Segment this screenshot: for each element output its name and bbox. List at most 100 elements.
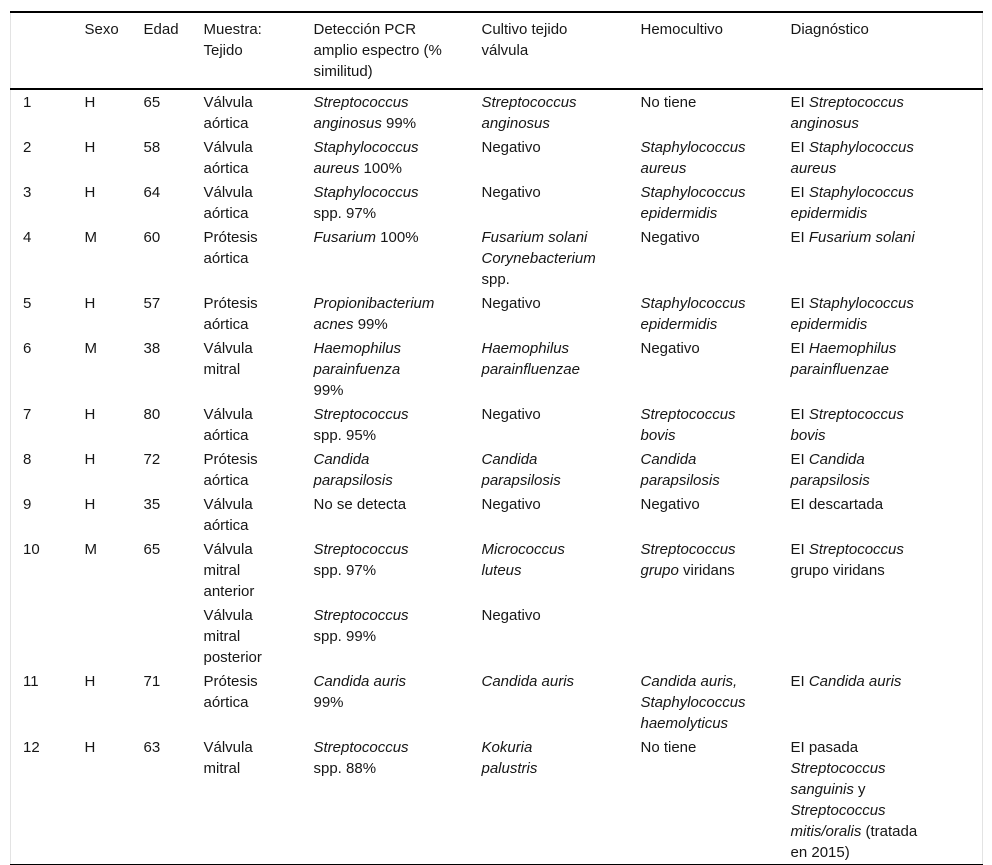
cell-line: Prótesis bbox=[204, 671, 294, 692]
species-name-text: Kokuria bbox=[481, 739, 533, 756]
species-name-text: Streptococcus bbox=[313, 739, 409, 756]
cell-line: Válvula bbox=[204, 737, 294, 758]
cell-hemocultivo: Candida auris, Staphylococcus haemolyticus bbox=[629, 669, 779, 735]
species-name-text: Staphylococcus bbox=[640, 295, 746, 312]
cell-diagnostico: EI Candida auris bbox=[779, 669, 983, 735]
cell-line: mitral bbox=[204, 758, 294, 779]
cell-line: aórtica bbox=[204, 314, 294, 335]
cell-line: Fusarium solani bbox=[482, 227, 621, 248]
text-run: 63 bbox=[143, 739, 161, 756]
text-run: 65 bbox=[143, 541, 161, 558]
text-run: 64 bbox=[143, 184, 161, 201]
cell-edad: 38 bbox=[132, 336, 192, 402]
text-run: 72 bbox=[143, 451, 161, 468]
cell-line: 99% bbox=[314, 380, 462, 401]
text-run: Prótesis bbox=[203, 229, 258, 246]
column-header-edad: Edad bbox=[131, 12, 192, 90]
cell-sexo: H bbox=[73, 447, 132, 492]
cell-line: H bbox=[85, 449, 124, 470]
column-header-sexo: Sexo bbox=[72, 12, 132, 90]
cell-hemocultivo: Staphylococcus epidermidis bbox=[629, 180, 779, 225]
cell-muestra: Válvula aórtica bbox=[192, 402, 302, 447]
text-run: H bbox=[84, 184, 96, 201]
cell-cultivo: Streptococcus anginosus bbox=[470, 89, 629, 135]
cell-line: M bbox=[85, 539, 124, 560]
cell-line: posterior bbox=[204, 647, 294, 668]
cell-line: sanguinis y bbox=[791, 779, 975, 800]
cell-cultivo: Negativo bbox=[470, 492, 629, 537]
species-name-text: Candida bbox=[808, 451, 865, 468]
cell-case-number: 11 bbox=[11, 669, 73, 735]
cell-line: aureus bbox=[791, 158, 975, 179]
cell-line: Válvula bbox=[204, 92, 294, 113]
species-name-text: haemolyticus bbox=[640, 715, 729, 732]
cell-sexo: H bbox=[73, 180, 132, 225]
table-row: 1 H 65 Válvula aórtica Streptococcus anginosus… bbox=[11, 89, 983, 135]
text-run: H bbox=[84, 406, 96, 423]
text-run: H bbox=[84, 139, 96, 156]
text-run: aórtica bbox=[203, 427, 249, 444]
cell-line: 1 bbox=[23, 92, 65, 113]
cell-line: Streptococcus bbox=[791, 758, 975, 779]
species-name-text: parainfluenzae bbox=[481, 361, 580, 378]
cell-line: 8 bbox=[23, 449, 65, 470]
cell-hemocultivo: No tiene bbox=[629, 735, 779, 865]
text-run: EI bbox=[790, 673, 809, 690]
text-run: Negativo bbox=[481, 295, 541, 312]
cell-line: en 2015) bbox=[791, 842, 975, 863]
text-run: H bbox=[84, 496, 96, 513]
text-run: H bbox=[84, 739, 96, 756]
cell-line: 35 bbox=[144, 494, 184, 515]
cell-line: Edad bbox=[144, 19, 184, 40]
cell-case-number: 8 bbox=[11, 447, 73, 492]
cell-case-number: 3 bbox=[11, 180, 73, 225]
cell-hemocultivo: No tiene bbox=[629, 89, 779, 135]
text-run: 80 bbox=[143, 406, 161, 423]
cell-line: parainfuenza bbox=[314, 359, 462, 380]
cell-pcr: Streptococcus anginosus 99% bbox=[302, 89, 470, 135]
cell-line: válvula bbox=[482, 40, 621, 61]
cell-line: H bbox=[85, 737, 124, 758]
cell-pcr: Streptococcus spp. 99% bbox=[302, 603, 470, 669]
species-name-text: Staphylococcus bbox=[808, 139, 914, 156]
text-run: M bbox=[84, 340, 98, 357]
text-run: Negativo bbox=[481, 184, 541, 201]
species-name-text: luteus bbox=[481, 562, 522, 579]
cell-line: 72 bbox=[144, 449, 184, 470]
species-name-text: parapsilosis bbox=[790, 472, 870, 489]
cell-line: Válvula bbox=[204, 539, 294, 560]
text-run: spp. 97% bbox=[313, 205, 377, 222]
cell-line: luteus bbox=[482, 560, 621, 581]
text-run: spp. 88% bbox=[313, 760, 377, 777]
cell-line: EI pasada bbox=[791, 737, 975, 758]
cell-edad: 63 bbox=[132, 735, 192, 865]
cell-edad: 60 bbox=[132, 225, 192, 291]
cell-case-number: 5 bbox=[11, 291, 73, 336]
cell-cultivo: Micrococcus luteus bbox=[470, 537, 629, 603]
species-name-text: anginosus bbox=[790, 115, 859, 132]
species-name-text: Streptococcus bbox=[790, 802, 886, 819]
cell-line: M bbox=[85, 227, 124, 248]
species-name-text: parainfluenzae bbox=[790, 361, 889, 378]
cell-diagnostico: EI Staphylococcus epidermidis bbox=[779, 291, 983, 336]
cell-cultivo: Negativo bbox=[470, 402, 629, 447]
text-run: spp. 99% bbox=[313, 628, 377, 645]
cell-line: Válvula bbox=[204, 404, 294, 425]
text-run: Válvula bbox=[203, 340, 253, 357]
species-name-text: Fusarium bbox=[313, 229, 377, 246]
cell-line: Streptococcus bbox=[314, 92, 462, 113]
text-run: 11 bbox=[23, 673, 39, 690]
cell-line: Haemophilus bbox=[482, 338, 621, 359]
species-name-text: epidermidis bbox=[640, 205, 718, 222]
species-name-text: Staphylococcus bbox=[640, 184, 746, 201]
cell-line: 71 bbox=[144, 671, 184, 692]
cell-line: similitud) bbox=[314, 61, 462, 82]
species-name-text: Fusarium solani bbox=[481, 229, 588, 246]
cell-line: aórtica bbox=[204, 248, 294, 269]
species-name-text: bovis bbox=[640, 427, 676, 444]
column-header-pcr: Detección PCR amplio espectro (% similitud… bbox=[301, 12, 470, 90]
cell-line: mitral bbox=[204, 359, 294, 380]
text-run: 4 bbox=[23, 229, 32, 246]
cell-muestra: Válvula aórtica bbox=[192, 89, 302, 135]
text-run: EI bbox=[790, 406, 809, 423]
